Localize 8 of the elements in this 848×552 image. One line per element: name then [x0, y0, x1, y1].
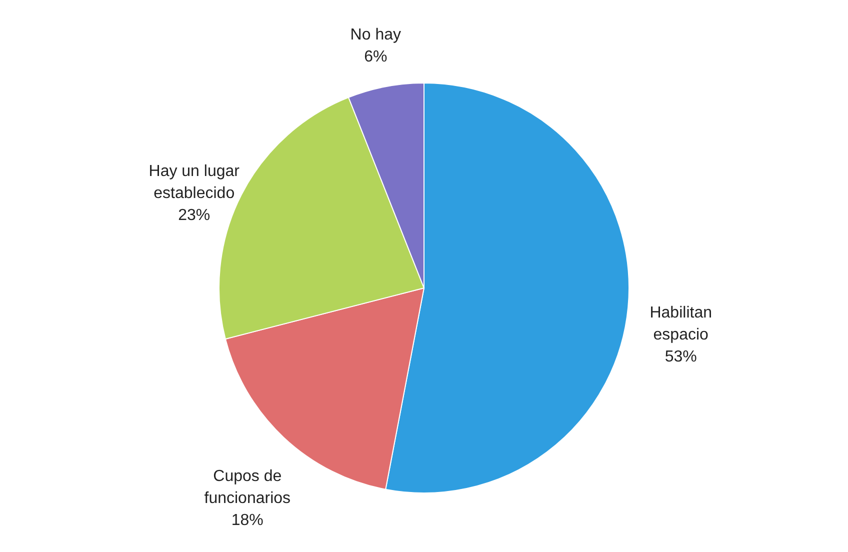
data-label: 6% — [364, 48, 388, 66]
data-label: 23% — [178, 206, 210, 224]
slice-label: Hay un lugar establecido — [148, 162, 240, 202]
slice-label: No hay — [350, 26, 402, 44]
data-label: 53% — [664, 348, 697, 366]
slice-label: Cupos de funcionarios — [204, 468, 291, 508]
data-label: 18% — [231, 512, 264, 530]
slice-label: Habilitan espacio — [650, 304, 712, 344]
